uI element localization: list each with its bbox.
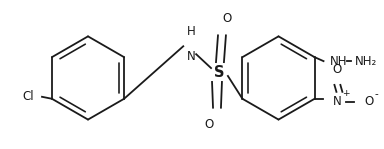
Text: N: N [333,95,341,108]
Text: O: O [364,95,374,108]
Text: -: - [374,89,378,99]
Text: NH: NH [329,55,347,68]
Text: +: + [343,89,350,98]
Text: O: O [204,118,214,131]
Text: O: O [222,13,232,25]
Text: S: S [214,65,224,80]
Text: O: O [333,63,342,76]
Text: N: N [187,50,195,63]
Text: Cl: Cl [22,90,34,103]
Text: NH₂: NH₂ [355,55,377,68]
Text: H: H [187,25,195,38]
